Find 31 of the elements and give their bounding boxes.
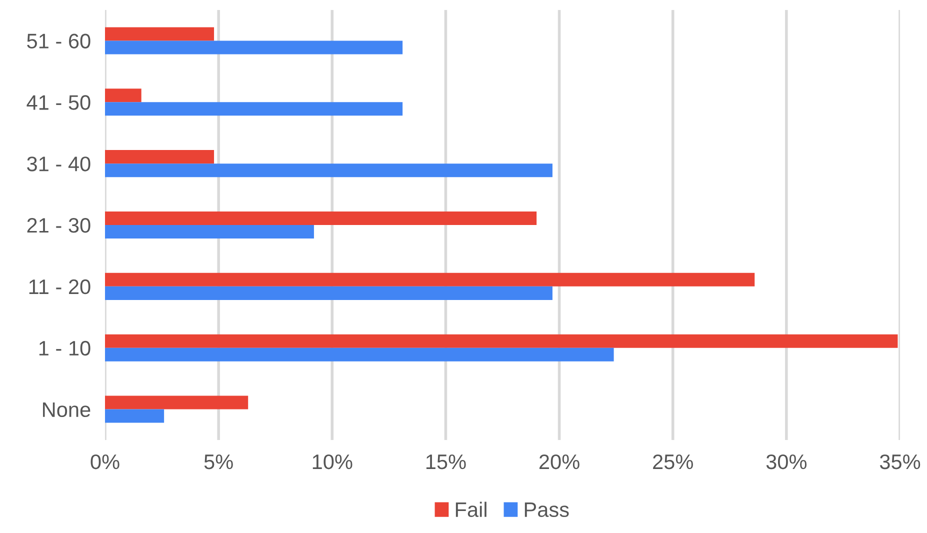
x-tick-label: 10%: [312, 454, 352, 470]
y-tick-label: 21 - 30: [27, 218, 90, 233]
bar: [105, 27, 214, 41]
bar: [105, 334, 898, 348]
bar: [105, 396, 248, 410]
x-tick-label: 5%: [204, 454, 233, 470]
legend-label: Pass: [524, 502, 569, 518]
bar: [105, 164, 552, 178]
bar: [105, 102, 403, 116]
x-tick-label: 35%: [880, 454, 920, 470]
x-tick-label: 25%: [653, 454, 693, 470]
bar: [105, 211, 537, 225]
bar: [105, 286, 552, 300]
x-tick-label: 0%: [90, 454, 120, 470]
y-tick-label: None: [43, 402, 90, 418]
x-tick-label: 15%: [426, 454, 466, 470]
y-tick-label: 41 - 50: [26, 95, 90, 110]
y-tick-label: 1 - 10: [39, 340, 90, 356]
bar: [105, 409, 164, 423]
bar: [105, 40, 403, 54]
bar: [105, 88, 142, 102]
y-tick-label: 51 - 60: [27, 34, 90, 48]
x-tick-label: 30%: [766, 454, 807, 470]
bar: [105, 348, 614, 362]
legend-label: Fail: [456, 502, 486, 518]
x-tick-label: 20%: [539, 454, 580, 470]
y-tick-label: 31 - 40: [27, 156, 90, 172]
bar: [105, 150, 214, 164]
bar: [105, 272, 755, 286]
y-tick-label: 11 - 20: [29, 279, 90, 294]
bar: [105, 225, 314, 239]
